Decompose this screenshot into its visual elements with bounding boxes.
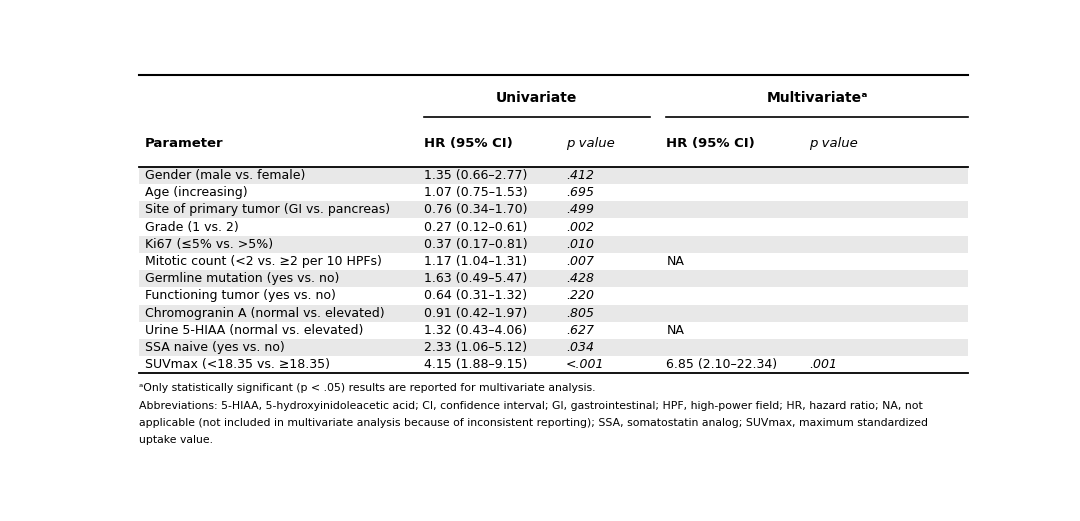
Text: NA: NA <box>666 255 685 268</box>
Text: .695: .695 <box>566 186 594 199</box>
Text: Parameter: Parameter <box>145 137 224 150</box>
Bar <box>139 184 968 201</box>
Text: Univariate: Univariate <box>496 91 578 105</box>
Bar <box>139 167 968 184</box>
Text: SSA naive (yes vs. no): SSA naive (yes vs. no) <box>145 341 285 354</box>
Text: p value: p value <box>566 137 615 150</box>
Text: .627: .627 <box>566 324 594 337</box>
Text: .499: .499 <box>566 203 594 216</box>
Text: Grade (1 vs. 2): Grade (1 vs. 2) <box>145 220 239 233</box>
Text: 1.35 (0.66–2.77): 1.35 (0.66–2.77) <box>423 169 527 182</box>
Text: 0.37 (0.17–0.81): 0.37 (0.17–0.81) <box>423 238 527 251</box>
Text: 1.17 (1.04–1.31): 1.17 (1.04–1.31) <box>423 255 527 268</box>
Text: 6.85 (2.10–22.34): 6.85 (2.10–22.34) <box>666 358 778 371</box>
Text: HR (95% CI): HR (95% CI) <box>423 137 513 150</box>
Text: .034: .034 <box>566 341 594 354</box>
Text: .007: .007 <box>566 255 594 268</box>
Text: 2.33 (1.06–5.12): 2.33 (1.06–5.12) <box>423 341 527 354</box>
Text: 1.32 (0.43–4.06): 1.32 (0.43–4.06) <box>423 324 527 337</box>
Bar <box>139 201 968 218</box>
Text: Multivariateᵃ: Multivariateᵃ <box>767 91 868 105</box>
Text: Functioning tumor (yes vs. no): Functioning tumor (yes vs. no) <box>145 290 336 303</box>
Bar <box>139 305 968 322</box>
Text: 0.76 (0.34–1.70): 0.76 (0.34–1.70) <box>423 203 527 216</box>
Text: Abbreviations: 5-HIAA, 5-hydroxyinidoleacetic acid; CI, confidence interval; GI,: Abbreviations: 5-HIAA, 5-hydroxyinidolea… <box>139 401 923 411</box>
Text: .001: .001 <box>809 358 837 371</box>
Bar <box>139 270 968 288</box>
Text: Gender (male vs. female): Gender (male vs. female) <box>145 169 306 182</box>
Text: NA: NA <box>666 324 685 337</box>
Text: p value: p value <box>809 137 858 150</box>
Bar <box>139 339 968 356</box>
Text: Site of primary tumor (GI vs. pancreas): Site of primary tumor (GI vs. pancreas) <box>145 203 390 216</box>
Bar <box>139 218 968 235</box>
Text: ᵃOnly statistically significant (p < .05) results are reported for multivariate : ᵃOnly statistically significant (p < .05… <box>139 383 596 393</box>
Text: 4.15 (1.88–9.15): 4.15 (1.88–9.15) <box>423 358 527 371</box>
Text: Ki67 (≤5% vs. >5%): Ki67 (≤5% vs. >5%) <box>145 238 273 251</box>
Text: 1.07 (0.75–1.53): 1.07 (0.75–1.53) <box>423 186 527 199</box>
Text: HR (95% CI): HR (95% CI) <box>666 137 755 150</box>
Text: Mitotic count (<2 vs. ≥2 per 10 HPFs): Mitotic count (<2 vs. ≥2 per 10 HPFs) <box>145 255 382 268</box>
Bar <box>139 322 968 339</box>
Bar <box>139 235 968 253</box>
Text: Germline mutation (yes vs. no): Germline mutation (yes vs. no) <box>145 272 339 285</box>
Text: .412: .412 <box>566 169 594 182</box>
Text: Age (increasing): Age (increasing) <box>145 186 247 199</box>
Text: .220: .220 <box>566 290 594 303</box>
Text: Chromogranin A (normal vs. elevated): Chromogranin A (normal vs. elevated) <box>145 307 384 320</box>
Text: applicable (not included in multivariate analysis because of inconsistent report: applicable (not included in multivariate… <box>139 418 928 428</box>
Text: SUVmax (<18.35 vs. ≥18.35): SUVmax (<18.35 vs. ≥18.35) <box>145 358 330 371</box>
Text: 0.64 (0.31–1.32): 0.64 (0.31–1.32) <box>423 290 527 303</box>
Text: .428: .428 <box>566 272 594 285</box>
Bar <box>139 253 968 270</box>
Text: 1.63 (0.49–5.47): 1.63 (0.49–5.47) <box>423 272 527 285</box>
Bar <box>139 288 968 305</box>
Text: Urine 5-HIAA (normal vs. elevated): Urine 5-HIAA (normal vs. elevated) <box>145 324 363 337</box>
Text: <.001: <.001 <box>566 358 605 371</box>
Text: 0.27 (0.12–0.61): 0.27 (0.12–0.61) <box>423 220 527 233</box>
Text: .010: .010 <box>566 238 594 251</box>
Text: .002: .002 <box>566 220 594 233</box>
Text: uptake value.: uptake value. <box>139 435 213 445</box>
Bar <box>139 356 968 374</box>
Text: 0.91 (0.42–1.97): 0.91 (0.42–1.97) <box>423 307 527 320</box>
Text: .805: .805 <box>566 307 594 320</box>
